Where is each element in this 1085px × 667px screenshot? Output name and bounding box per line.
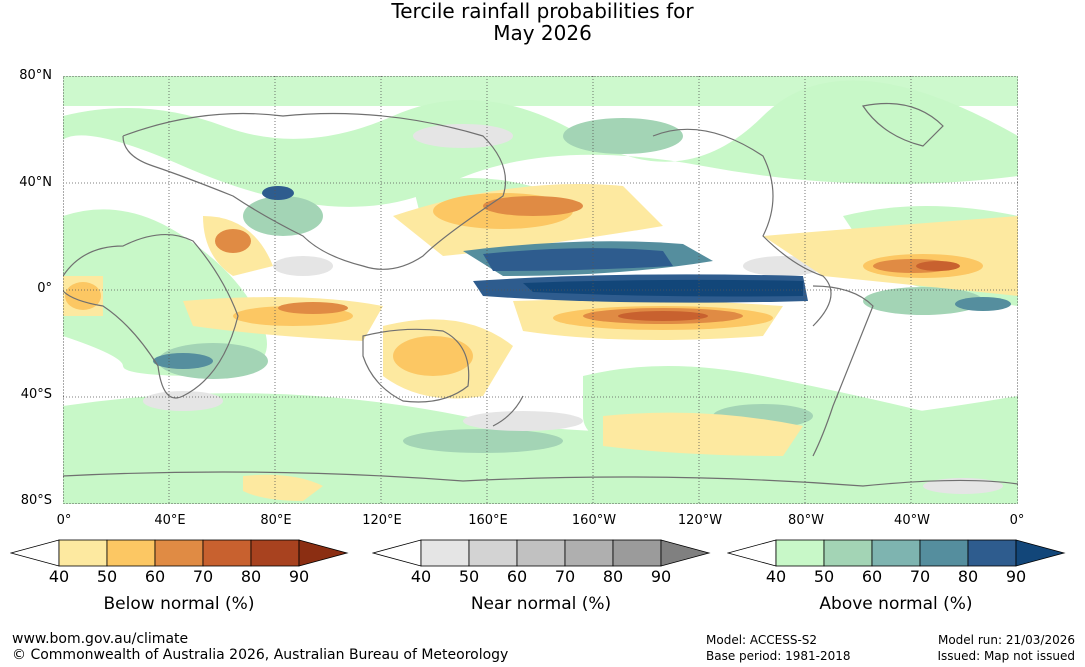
footer-issued: Issued: Map not issued bbox=[937, 649, 1075, 663]
below-normal-very-strong-patches bbox=[618, 261, 960, 321]
colorbar-near-segment-under bbox=[372, 539, 422, 567]
colorbar-above-segment-70-80 bbox=[919, 539, 969, 567]
lat-label-equator: 0° bbox=[37, 281, 52, 296]
colorbar-near-segment-70-80 bbox=[564, 539, 614, 567]
colorbar-below-normal bbox=[10, 539, 349, 567]
colorbar-below-segment-80-90 bbox=[250, 539, 300, 567]
lon-label-0: 0° bbox=[56, 513, 72, 528]
footer-base-period: Base period: 1981-2018 bbox=[706, 649, 851, 663]
colorbar-near-segment-50-60 bbox=[468, 539, 518, 567]
lat-label-80s: 80°S bbox=[20, 493, 52, 508]
map-border bbox=[63, 76, 1018, 504]
colorbar-below-tick: 80 bbox=[240, 567, 262, 586]
colorbar-below-tick: 90 bbox=[288, 567, 310, 586]
colorbar-below-tick: 50 bbox=[96, 567, 118, 586]
colorbar-above-normal bbox=[727, 539, 1066, 567]
colorbar-below-tick: 70 bbox=[192, 567, 214, 586]
colorbar-above-tick: 80 bbox=[957, 567, 979, 586]
colorbar-below-tick: 60 bbox=[144, 567, 166, 586]
lon-label-80w: 80°W bbox=[788, 513, 824, 528]
colorbar-above-tick: 60 bbox=[861, 567, 883, 586]
colorbar-below-segment-40-50 bbox=[58, 539, 108, 567]
lon-label-160e: 160°E bbox=[468, 513, 508, 528]
colorbar-below-segment-50-60 bbox=[106, 539, 156, 567]
colorbar-above-segment-60-70 bbox=[871, 539, 921, 567]
colorbar-near-segment-60-70 bbox=[516, 539, 566, 567]
colorbar-near-tick: 90 bbox=[650, 567, 672, 586]
colorbar-below-segment-over bbox=[298, 539, 349, 567]
lon-label-160w: 160°W bbox=[571, 513, 617, 528]
footer-url: www.bom.gov.au/climate bbox=[12, 631, 189, 647]
lon-label-40e: 40°E bbox=[154, 513, 186, 528]
colorbar-above-tick: 70 bbox=[909, 567, 931, 586]
colorbar-near-tick: 60 bbox=[506, 567, 528, 586]
lat-label-40n: 40°N bbox=[19, 175, 52, 190]
lon-label-120e: 120°E bbox=[362, 513, 402, 528]
colorbar-near-segment-80-90 bbox=[612, 539, 662, 567]
lon-label-40w: 40°W bbox=[894, 513, 930, 528]
colorbar-above-segment-under bbox=[727, 539, 777, 567]
lon-label-120w: 120°W bbox=[677, 513, 723, 528]
map-title-line1: Tercile rainfall probabilities for bbox=[391, 0, 694, 23]
colorbar-above-segment-over bbox=[1015, 539, 1066, 567]
colorbar-above-tick: 90 bbox=[1005, 567, 1027, 586]
lon-label-80e: 80°E bbox=[260, 513, 292, 528]
colorbar-near-tick: 50 bbox=[458, 567, 480, 586]
colorbar-above-segment-80-90 bbox=[967, 539, 1017, 567]
map-title-line2: May 2026 bbox=[493, 21, 592, 45]
colorbar-above-tick: 50 bbox=[813, 567, 835, 586]
colorbar-above-tick: 40 bbox=[765, 567, 787, 586]
colorbar-below-title: Below normal (%) bbox=[103, 594, 255, 614]
colorbar-near-tick: 80 bbox=[602, 567, 624, 586]
colorbar-above-segment-50-60 bbox=[823, 539, 873, 567]
coastlines bbox=[63, 103, 1018, 487]
above-normal-strong-patches bbox=[153, 186, 1011, 369]
colorbar-below-tick: 40 bbox=[48, 567, 70, 586]
colorbar-near-title: Near normal (%) bbox=[470, 594, 612, 614]
rainfall-probability-map bbox=[63, 76, 1018, 504]
footer-copyright: © Commonwealth of Australia 2026, Austra… bbox=[12, 647, 509, 663]
footer-model: Model: ACCESS-S2 bbox=[706, 633, 818, 647]
colorbar-near-normal bbox=[372, 539, 711, 567]
colorbar-near-tick: 70 bbox=[554, 567, 576, 586]
lon-label-0-east: 0° bbox=[1009, 513, 1025, 528]
colorbar-near-tick: 40 bbox=[410, 567, 432, 586]
near-normal-patches bbox=[143, 124, 1003, 494]
colorbar-near-segment-over bbox=[660, 539, 711, 567]
colorbar-near-segment-40-50 bbox=[420, 539, 470, 567]
colorbar-below-segment-under bbox=[10, 539, 60, 567]
colorbar-below-segment-70-80 bbox=[202, 539, 252, 567]
lat-label-80n: 80°N bbox=[19, 68, 52, 83]
colorbar-above-segment-40-50 bbox=[775, 539, 825, 567]
lat-label-40s: 40°S bbox=[20, 387, 52, 402]
footer-model-run: Model run: 21/03/2026 bbox=[937, 633, 1075, 647]
colorbar-above-title: Above normal (%) bbox=[819, 594, 973, 614]
colorbar-below-segment-60-70 bbox=[154, 539, 204, 567]
graticule bbox=[63, 76, 1018, 504]
